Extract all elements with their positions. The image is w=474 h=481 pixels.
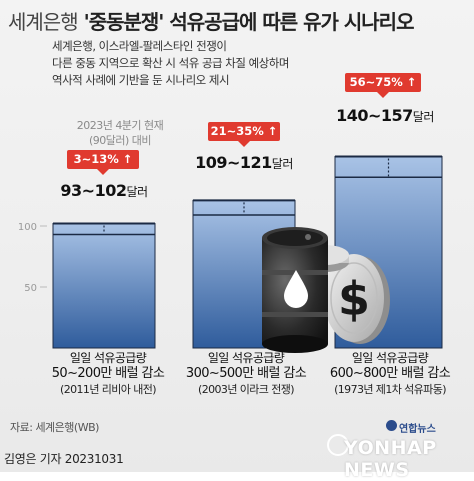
cut-amount: 50~200만 배럴 감소: [51, 366, 165, 381]
price-range-value: 140~157: [336, 106, 413, 125]
page-title: 세계은행 '중동분쟁' 석유공급에 따른 유가 시나리오: [8, 6, 415, 35]
yonhap-emblem-icon: [327, 434, 349, 456]
price-range-unit: 달러: [412, 110, 435, 124]
logo-kr: 연합뉴스: [399, 424, 436, 435]
price-range-value: 93~102: [60, 181, 127, 200]
precedent: (1973년 제1차 석유파동): [334, 383, 446, 396]
up-arrow-icon: ↑: [118, 152, 133, 166]
price-range-unit: 달러: [126, 185, 148, 199]
up-arrow-icon: ↑: [263, 124, 278, 138]
oil-barrel-icon: [262, 227, 328, 353]
cut-amount: 600~800만 배럴 감소: [329, 366, 451, 381]
increase-label: 21~35%: [210, 124, 264, 138]
increase-label: 56~75%: [349, 75, 403, 89]
cut-amount: 300~500만 배럴 감소: [185, 366, 307, 381]
precedent: (2003년 이라크 전쟁): [198, 383, 294, 396]
subtitle: 세계은행, 이스라엘-팔레스타인 전쟁이 다른 중동 지역으로 확산 시 석유 …: [52, 38, 312, 89]
supply-cut-label: 일일 석유공급량 50~200만 배럴 감소 (2011년 리비아 내전): [45, 350, 171, 398]
subtitle-line: 세계은행, 이스라엘-팔레스타인 전쟁이: [52, 39, 227, 53]
logo-en: YONHAP NEWS: [344, 437, 437, 481]
price-range: 93~102달러: [53, 181, 155, 200]
svg-text:$: $: [338, 272, 370, 326]
increase-label: 3~13%: [73, 152, 119, 166]
subtitle-line: 역사적 사례에 기반을 둔 시나리오 제시: [52, 73, 230, 87]
increase-badge: 21~35% ↑: [208, 122, 280, 147]
price-range: 140~157달러: [324, 106, 446, 125]
price-range: 109~121달러: [188, 153, 300, 172]
cut-label: 일일 석유공급량: [351, 351, 429, 365]
baseline-note-line: 2023년 4분기 현재: [76, 119, 164, 132]
increase-badge: 3~13% ↑: [67, 150, 139, 175]
precedent: (2011년 리비아 내전): [60, 383, 156, 396]
baseline-note: 2023년 4분기 현재 (90달러) 대비: [50, 118, 190, 148]
increase-badge: 56~75% ↑: [345, 73, 421, 98]
cut-label: 일일 석유공급량: [69, 351, 147, 365]
byline: 김영은 기자 20231031: [4, 452, 124, 466]
oil-drop-icon: [284, 270, 308, 308]
subtitle-line: 다른 중동 지역으로 확산 시 석유 공급 차질 예상하며: [52, 56, 289, 70]
price-range-unit: 달러: [271, 157, 294, 171]
dollar-coin-icon: $: [324, 254, 390, 344]
cut-label: 일일 석유공급량: [207, 351, 285, 365]
up-arrow-icon: ↑: [402, 75, 417, 89]
scenario-bar: [52, 223, 156, 349]
supply-cut-label: 일일 석유공급량 300~500만 배럴 감소 (2003년 이라크 전쟁): [178, 350, 314, 398]
supply-cut-label: 일일 석유공급량 600~800만 배럴 감소 (1973년 제1차 석유파동): [322, 350, 458, 398]
y-tick-label: 50: [24, 283, 37, 294]
title-main: '중동분쟁' 석유공급에 따른 유가 시나리오: [83, 10, 415, 34]
yonhap-logo-icon: [386, 420, 397, 431]
title-lead: 세계은행: [8, 10, 79, 34]
y-tick-label: 100: [18, 222, 37, 233]
price-range-value: 109~121: [195, 153, 272, 172]
baseline-note-line: (90달러) 대비: [88, 134, 152, 147]
source-note: 자료: 세계은행(WB): [10, 421, 99, 434]
